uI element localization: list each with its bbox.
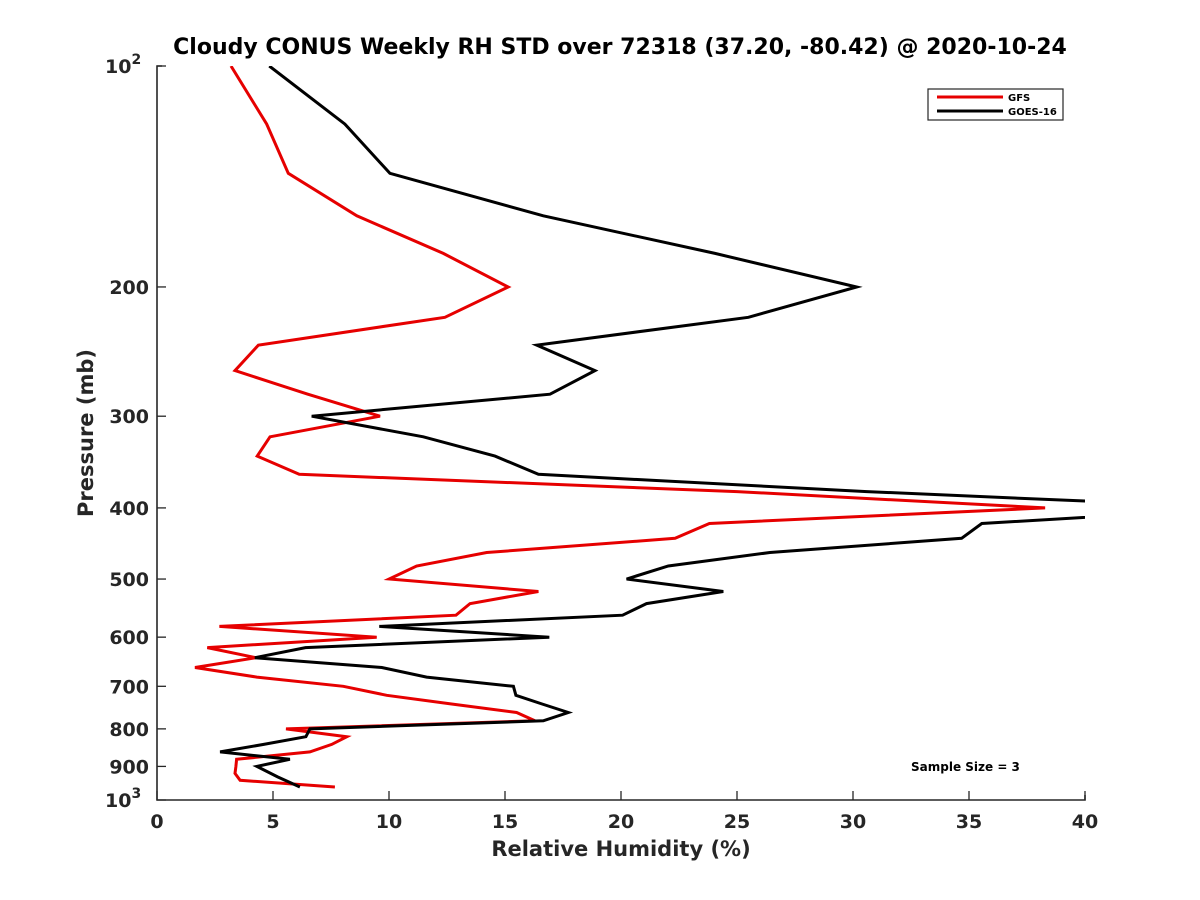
legend-box	[927, 88, 1064, 121]
x-tick-label: 0	[150, 811, 163, 833]
sample-size-annotation: Sample Size = 3	[911, 760, 1020, 774]
y-tick-label: 102	[105, 52, 141, 78]
y-tick-label: 800	[109, 719, 149, 741]
x-tick-label: 30	[840, 811, 866, 833]
y-tick-label: 400	[109, 498, 149, 520]
y-tick-label: 103	[105, 786, 141, 812]
y-tick-label: 500	[109, 569, 149, 591]
series-layer	[194, 66, 1085, 789]
x-axis-ticks: 0 5 10 15 20 25 30 35 40	[150, 791, 1098, 833]
y-tick-label: 300	[109, 406, 149, 428]
legend-label-goes16: GOES-16	[1008, 107, 1057, 118]
x-tick-label: 15	[492, 811, 518, 833]
x-tick-label: 20	[608, 811, 634, 833]
series-line-goes-16	[219, 66, 1085, 789]
x-tick-label: 35	[956, 811, 982, 833]
y-tick-label: 600	[109, 627, 149, 649]
y-axis-label: Pressure (mb)	[74, 349, 98, 517]
chart-title: Cloudy CONUS Weekly RH STD over 72318 (3…	[173, 35, 1067, 60]
legend: GFS GOES-16	[927, 88, 1064, 121]
x-tick-label: 5	[266, 811, 279, 833]
x-tick-label: 40	[1072, 811, 1098, 833]
x-tick-label: 25	[724, 811, 750, 833]
x-axis-label: Relative Humidity (%)	[491, 837, 750, 861]
legend-label-gfs: GFS	[1008, 93, 1030, 104]
x-tick-label: 10	[376, 811, 402, 833]
y-tick-label: 200	[109, 277, 149, 299]
y-tick-label: 700	[109, 676, 149, 698]
series-line-gfs	[194, 66, 1046, 789]
y-tick-label: 900	[109, 756, 149, 778]
